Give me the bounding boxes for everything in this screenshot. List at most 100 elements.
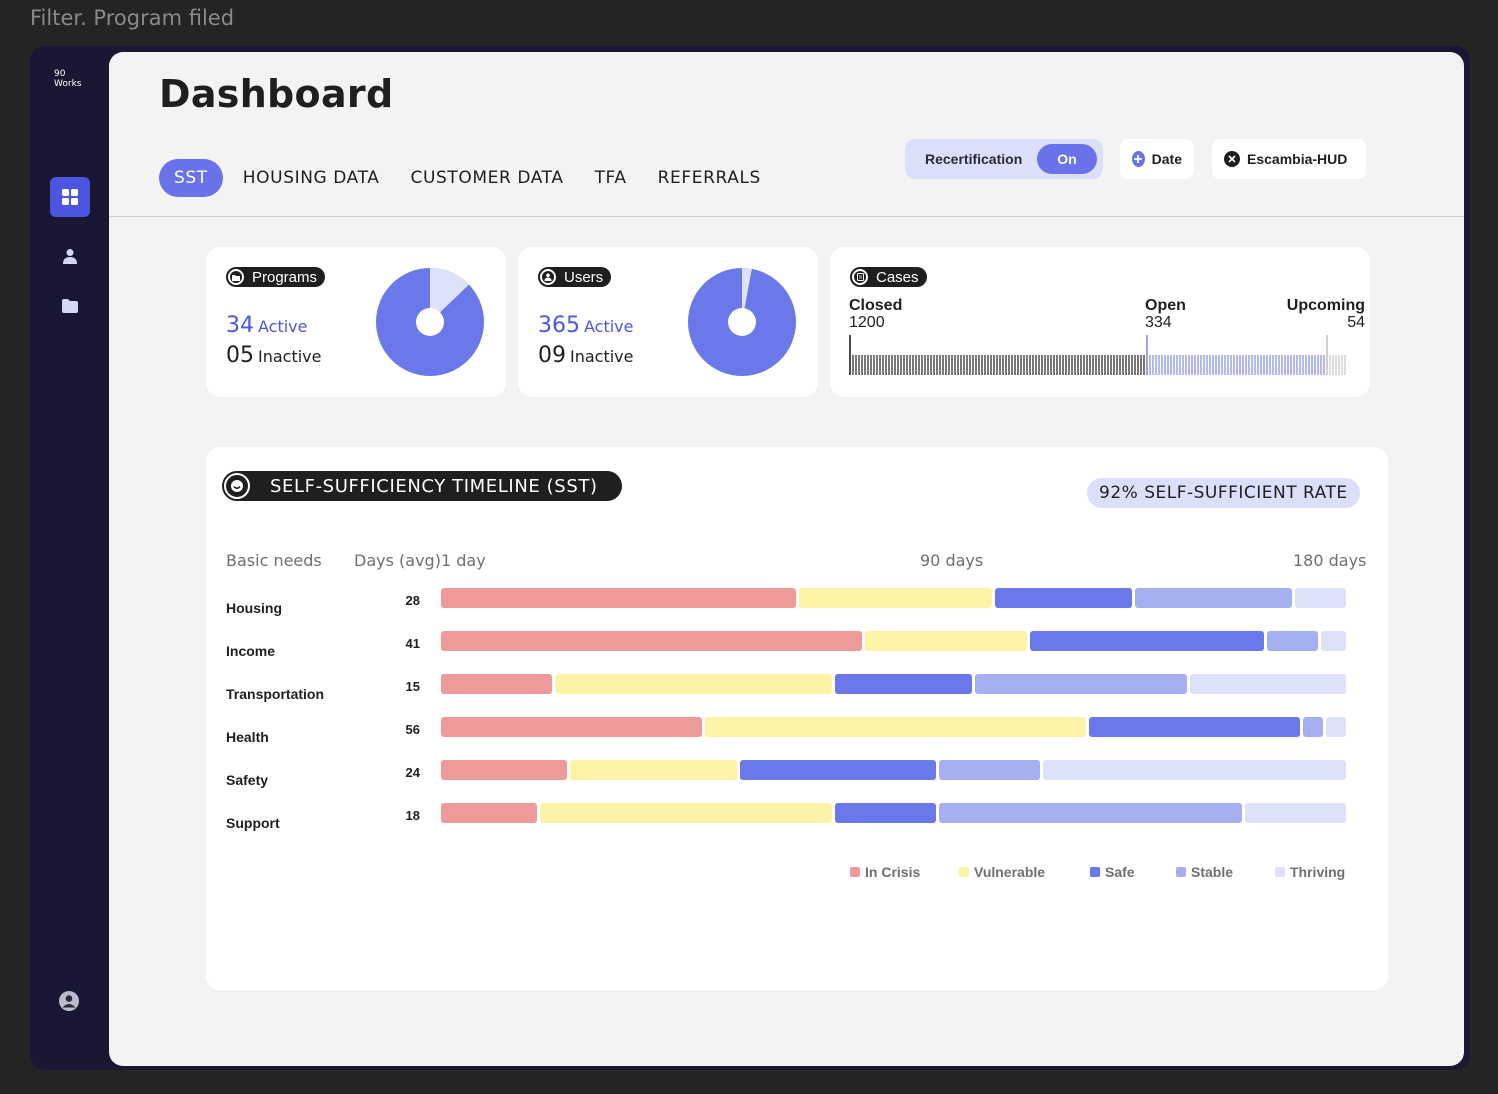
sst-row-days: 18 [405,808,420,823]
legend-label: Vulnerable [974,864,1046,880]
programs-active-count: 34 [226,313,254,338]
smile-icon [224,473,250,499]
sst-segment-stable [1134,588,1293,608]
legend-swatch [1176,867,1186,877]
tab-sst[interactable]: SST [159,159,223,197]
sst-row-bar [441,717,1346,737]
users-label: Users [538,267,612,287]
sst-title: SELF-SUFFICIENCY TIMELINE (SST) [222,471,622,501]
sst-segment-safe [835,803,937,823]
legend-label: Thriving [1290,864,1346,880]
tab-referrals[interactable]: REFERRALS [657,168,761,188]
sst-segment-thriving [1189,674,1346,694]
cases-closed-label: Closed [849,297,903,314]
date-filter-button[interactable]: Date [1120,139,1194,179]
sst-row-bar [441,674,1346,694]
legend-swatch [1090,867,1100,877]
sst-segment-vulnerable [865,631,1028,651]
sst-row-bar [441,631,1346,651]
cases-label-text: Cases [876,268,919,286]
date-filter-label: Date [1151,151,1182,167]
tab-customer-data[interactable]: CUSTOMER DATA [410,168,564,188]
close-icon[interactable] [1224,151,1240,167]
sst-segment-in-crisis [441,674,552,694]
sst-segment-stable [1266,631,1318,651]
sst-segment-stable [939,803,1243,823]
recertification-toggle[interactable]: On [1037,144,1097,174]
sst-row-label: Income [226,643,276,659]
sst-segment-thriving [1325,717,1346,737]
users-active-count: 365 [538,313,580,338]
cases-label: Cases [850,267,927,287]
cases-upcoming-value: 54 [1347,314,1365,331]
tab-housing-data[interactable]: HOUSING DATA [242,168,380,188]
sst-row-label: Safety [226,772,269,788]
user-icon [540,269,556,285]
users-active-word: Active [584,317,634,336]
cases-open: Open 334 [1145,297,1186,331]
sst-segment-vulnerable [539,803,833,823]
sst-rate-badge: 92% SELF-SUFFICIENT RATE [1087,478,1360,508]
user-icon [63,249,77,264]
sst-segment-safe [994,588,1132,608]
account-icon[interactable] [58,990,80,1012]
programs-inactive: 05 Inactive [226,343,322,368]
legend-swatch [1275,867,1285,877]
sst-row-bar [441,803,1346,823]
header-divider [109,216,1464,217]
legend-label: In Crisis [865,864,921,880]
cases-tick-bar [849,335,1346,375]
programs-active: 34 Active [226,313,308,338]
sst-segment-safe [739,760,937,780]
tab-tfa[interactable]: TFA [594,168,627,188]
sst-segment-in-crisis [441,803,537,823]
sst-row-bar [441,588,1346,608]
plus-icon [1132,151,1145,167]
sst-segment-thriving [1295,588,1346,608]
sst-segment-vulnerable [704,717,1087,737]
sst-segment-stable [1302,717,1323,737]
users-pie-chart [688,268,796,376]
col-basic-needs: Basic needs [226,551,322,570]
document-icon [852,269,868,285]
sst-row-days: 15 [405,679,420,694]
sst-row-days: 56 [405,722,420,737]
axis-start-label: 1 day [441,551,486,570]
legend-item-thriving: Thriving [1275,864,1345,880]
programs-pie-chart [376,268,484,376]
cases-open-value: 334 [1145,314,1172,331]
sst-row-label: Transportation [226,686,325,702]
users-pie-center [728,308,756,336]
programs-card: Programs 34 Active 05 Inactive [206,247,506,397]
sst-segment-vulnerable [799,588,992,608]
axis-end-label: 180 days [1293,551,1367,570]
programs-inactive-count: 05 [226,343,254,368]
cases-upcoming: Upcoming 54 [1287,297,1365,331]
users-card: Users 365 Active 09 Inactive [518,247,818,397]
nav-users-button[interactable] [50,236,90,276]
nav-dashboard-button[interactable] [50,177,90,217]
sst-segment-vulnerable [570,760,737,780]
cases-closed: Closed 1200 [849,297,902,331]
sst-segment-stable [939,760,1041,780]
sst-row-label: Health [226,729,269,745]
legend-item-safe: Safe [1090,864,1135,880]
sst-segment-safe [835,674,972,694]
sst-card: SELF-SUFFICIENCY TIMELINE (SST) 92% SELF… [206,447,1388,990]
cases-open-label: Open [1145,297,1186,314]
legend-item-vulnerable: Vulnerable [959,864,1045,880]
axis-mid-label: 90 days [920,551,984,570]
org-filter-chip[interactable]: Escambia-HUD [1212,139,1366,179]
sst-row-days: 28 [405,593,420,608]
sst-segment-in-crisis [441,760,568,780]
cases-closed-value: 1200 [849,314,885,331]
sst-row-label: Housing [226,600,282,616]
nav-files-button[interactable] [50,286,90,326]
legend-swatch [850,867,860,877]
sst-segment-vulnerable [554,674,833,694]
col-days-avg: Days (avg) [354,551,441,570]
sst-row-bar [441,760,1346,780]
recertification-filter: Recertification On [905,139,1103,179]
org-filter-label: Escambia-HUD [1247,151,1348,167]
sst-title-text: SELF-SUFFICIENCY TIMELINE (SST) [270,475,598,497]
